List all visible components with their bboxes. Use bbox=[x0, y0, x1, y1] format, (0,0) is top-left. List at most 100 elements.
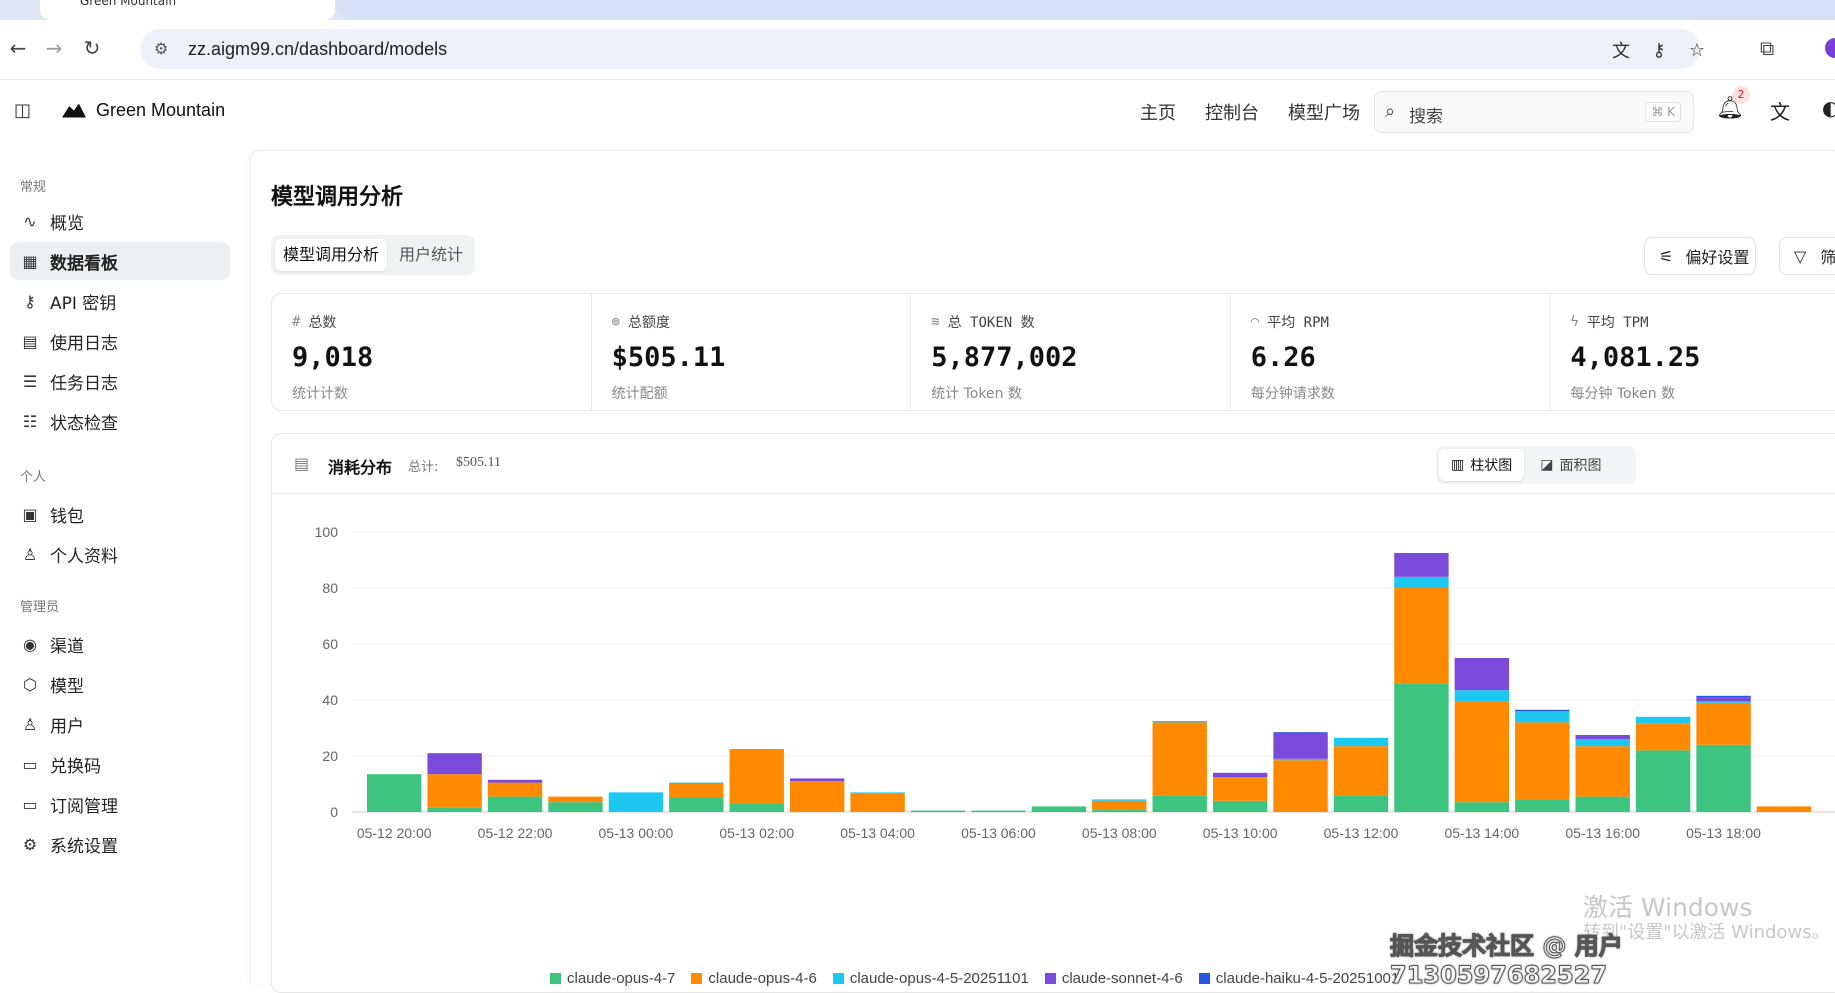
sidebar-item-api-keys[interactable]: ⚷ API 密钥 bbox=[10, 282, 230, 320]
reload-icon[interactable]: ↻ bbox=[83, 36, 101, 60]
tab-model-analysis[interactable]: 模型调用分析 bbox=[275, 239, 388, 271]
legend-item[interactable]: claude-haiku-4-5-20251001 bbox=[1198, 970, 1400, 987]
bar-segment bbox=[1273, 758, 1328, 761]
forward-icon[interactable]: → bbox=[45, 36, 63, 60]
legend-item[interactable]: claude-opus-4-6 bbox=[691, 970, 817, 987]
sidebar-item-task-logs[interactable]: ☰ 任务日志 bbox=[10, 362, 230, 400]
sidebar-item-redeem-codes[interactable]: ▭ 兑换码 bbox=[10, 745, 230, 783]
sidebar-item-usage-logs[interactable]: ▤ 使用日志 bbox=[10, 322, 230, 360]
x-tick-label: 05-13 10:00 bbox=[1203, 825, 1278, 841]
bar-segment bbox=[487, 779, 543, 783]
bar-segment bbox=[669, 798, 724, 812]
translate-icon[interactable]: 文 bbox=[1612, 41, 1630, 62]
chart-total-label: 总计: bbox=[408, 460, 439, 475]
search-input[interactable]: ⌕ 搜索 ⌘ K bbox=[1374, 91, 1694, 133]
stat-label: 总数 bbox=[308, 315, 337, 331]
chart-header: ▤ 消耗分布 总计: $505.11 ▥ 柱状图 ◪ 面积图 bbox=[272, 434, 1835, 494]
back-icon[interactable]: ← bbox=[9, 36, 27, 60]
stat-value: 4,081.25 bbox=[1570, 342, 1701, 373]
sidebar-item-dashboard[interactable]: ▦ 数据看板 bbox=[10, 242, 230, 280]
bar-segment bbox=[1031, 806, 1087, 812]
extensions-icon[interactable]: ⧉ bbox=[1760, 36, 1775, 60]
sidebar-item-channels[interactable]: ◉ 渠道 bbox=[10, 625, 230, 663]
tab-user-stats[interactable]: 用户统计 bbox=[399, 245, 464, 264]
browser-toolbar: Green Mountain ← → ↻ ⚙ zz.aigm99.cn/dash… bbox=[0, 0, 1835, 80]
sidebar-item-models[interactable]: ⬡ 模型 bbox=[10, 665, 230, 703]
bar-segment bbox=[487, 782, 543, 797]
x-tick-label: 05-13 12:00 bbox=[1324, 825, 1399, 841]
area-chart-toggle[interactable]: ◪ 面积图 bbox=[1528, 449, 1613, 481]
url-text[interactable]: zz.aigm99.cn/dashboard/models bbox=[188, 39, 448, 59]
page-title: 模型调用分析 bbox=[271, 185, 404, 210]
bar-chart-label: 柱状图 bbox=[1470, 458, 1513, 474]
brand[interactable]: Green Mountain bbox=[62, 100, 225, 121]
bar-chart-toggle[interactable]: ▥ 柱状图 bbox=[1439, 449, 1525, 481]
sidebar-item-subscriptions[interactable]: ▭ 订阅管理 bbox=[10, 785, 230, 823]
bar-segment bbox=[789, 778, 845, 782]
sidebar-item-users[interactable]: ♙ 用户 bbox=[10, 705, 230, 743]
bar-segment bbox=[1696, 695, 1751, 698]
address-bar[interactable]: ⚙ zz.aigm99.cn/dashboard/models 文 ⚷ ☆ bbox=[140, 29, 1705, 69]
sliders-icon: ⚟ bbox=[1659, 246, 1674, 266]
bar-segment bbox=[1515, 711, 1570, 723]
bar-segment bbox=[1152, 795, 1207, 812]
bar-segment bbox=[669, 784, 724, 798]
legend-item[interactable]: claude-opus-4-7 bbox=[550, 970, 675, 987]
bar-segment bbox=[1696, 744, 1751, 812]
theme-icon[interactable]: ◐ bbox=[1822, 96, 1835, 120]
bar-segment bbox=[427, 774, 482, 808]
filter-button[interactable]: ▽ 筛 bbox=[1779, 237, 1835, 275]
browser-tab[interactable]: Green Mountain bbox=[40, 0, 335, 20]
legend-swatch bbox=[1198, 973, 1210, 984]
language-icon[interactable]: 文 bbox=[1770, 100, 1790, 124]
analysis-tabs: 模型调用分析 用户统计 bbox=[271, 235, 476, 275]
legend-item[interactable]: claude-opus-4-5-20251101 bbox=[832, 970, 1029, 987]
x-tick-label: 05-13 02:00 bbox=[719, 825, 794, 841]
nav-model-plaza[interactable]: 模型广场 bbox=[1288, 103, 1360, 124]
x-tick-label: 05-12 20:00 bbox=[357, 825, 432, 841]
bar-segment bbox=[910, 810, 966, 812]
legend-swatch bbox=[1044, 973, 1056, 984]
nav-home[interactable]: 主页 bbox=[1140, 103, 1176, 124]
sidebar-item-overview[interactable]: ∿ 概览 bbox=[10, 202, 230, 240]
bookmark-star-icon[interactable]: ☆ bbox=[1688, 39, 1706, 61]
bar-segment bbox=[1152, 721, 1207, 723]
tab-strip-background bbox=[335, 0, 1835, 20]
sidebar-item-status-check[interactable]: ☷ 状态检查 bbox=[10, 402, 230, 440]
stacked-bar-chart: 0 20 40 60 80 100 05-12 20:00 05-12 22:00 05-13 … bbox=[315, 524, 1835, 841]
sidebar-toggle-icon[interactable]: ◫ bbox=[14, 100, 32, 121]
sidebar-item-label: 使用日志 bbox=[50, 333, 118, 354]
bar-segment bbox=[1454, 658, 1510, 691]
y-tick-label: 20 bbox=[322, 748, 338, 764]
sidebar-item-wallet[interactable]: ▣ 钱包 bbox=[10, 495, 230, 533]
bar-segment bbox=[427, 807, 482, 812]
sidebar-item-label: 钱包 bbox=[50, 506, 84, 527]
password-key-icon[interactable]: ⚷ bbox=[1652, 39, 1666, 61]
bar-segment bbox=[850, 793, 905, 812]
sidebar-item-profile[interactable]: ♙ 个人资料 bbox=[10, 535, 230, 573]
bar-chart-icon: ▥ bbox=[1451, 457, 1465, 473]
profile-avatar[interactable] bbox=[1825, 38, 1835, 58]
bar-segment bbox=[1212, 772, 1268, 777]
area-chart-icon: ◪ bbox=[1540, 457, 1554, 473]
bar-segment bbox=[1454, 701, 1510, 803]
legend-item[interactable]: claude-sonnet-4-6 bbox=[1044, 970, 1183, 987]
bar-segment bbox=[850, 792, 905, 794]
bar-segment bbox=[1515, 799, 1570, 812]
bar-segment bbox=[1333, 795, 1389, 812]
stat-hint: 统计配额 bbox=[611, 386, 668, 402]
stat-total-tokens: ≋ 总 TOKEN 数 5,877,002 统计 Token 数 bbox=[911, 294, 1231, 410]
preferences-label: 偏好设置 bbox=[1685, 248, 1750, 267]
sidebar-item-label: 用户 bbox=[50, 716, 84, 737]
stat-hint: 统计计数 bbox=[292, 386, 348, 402]
bar-segment bbox=[1575, 739, 1630, 747]
nav-console[interactable]: 控制台 bbox=[1205, 103, 1259, 124]
bar-segment bbox=[548, 796, 603, 803]
bar-segment bbox=[971, 810, 1026, 812]
site-info-icon[interactable]: ⚙ bbox=[154, 39, 169, 58]
x-tick-label: 05-13 16:00 bbox=[1565, 825, 1640, 841]
legend-label: claude-haiku-4-5-20251001 bbox=[1215, 970, 1400, 987]
preferences-button[interactable]: ⚟ 偏好设置 bbox=[1644, 237, 1756, 275]
y-tick-label: 60 bbox=[322, 636, 338, 652]
sidebar-item-settings[interactable]: ⚙ 系统设置 bbox=[10, 825, 230, 863]
